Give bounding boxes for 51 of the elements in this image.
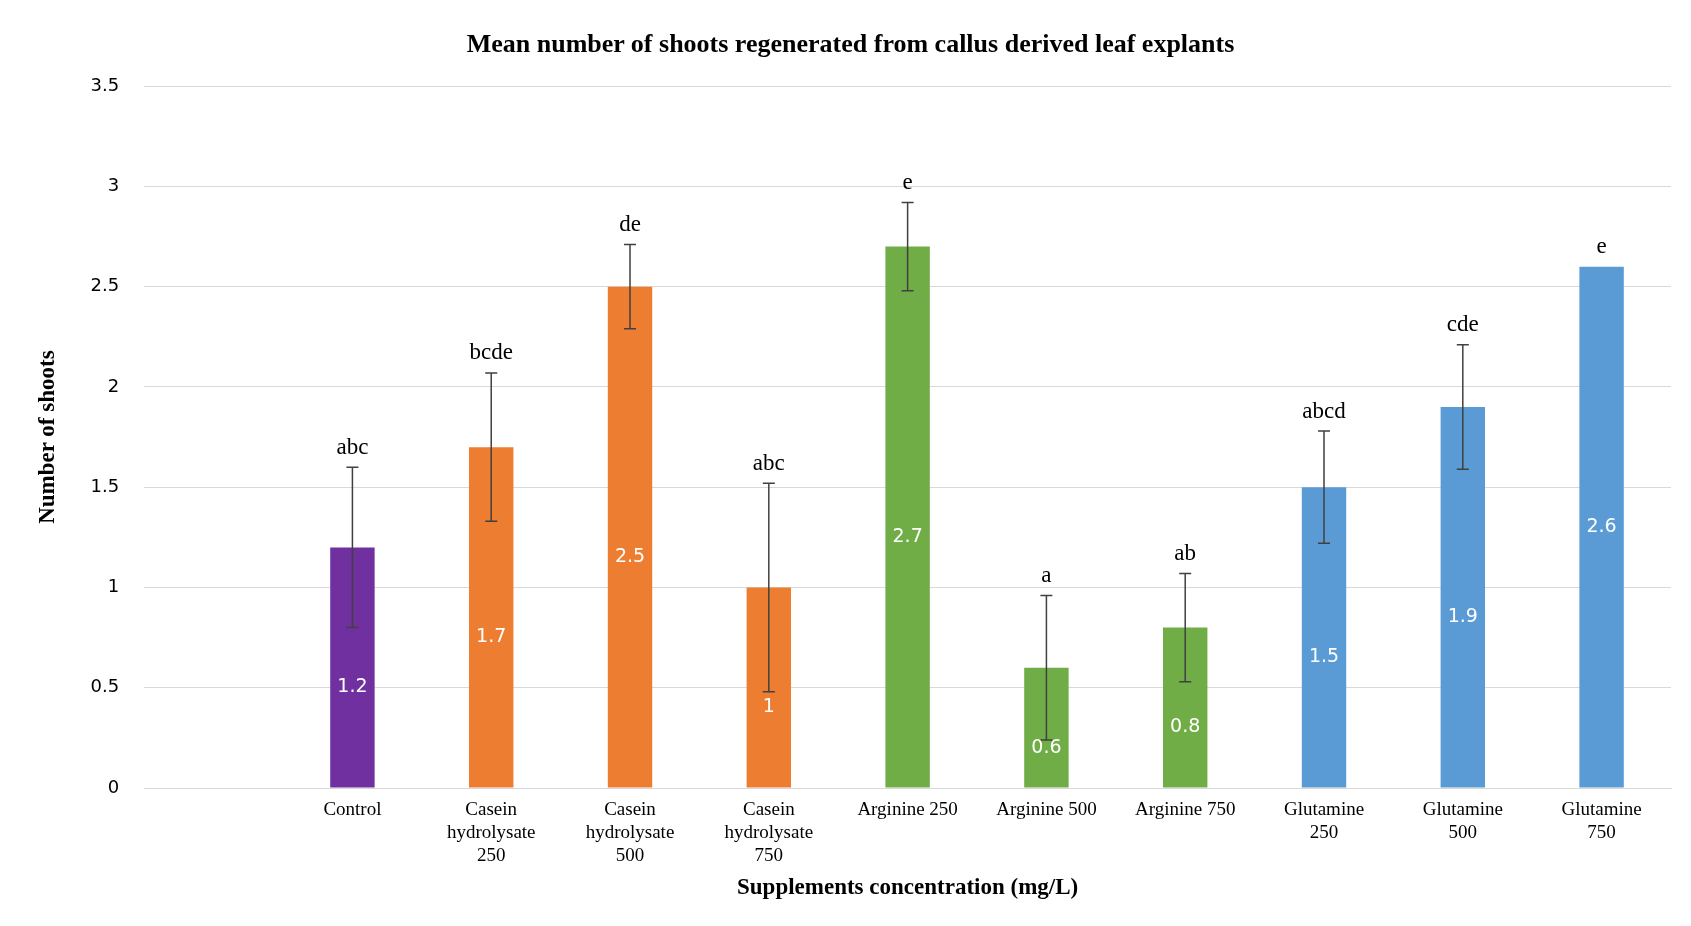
x-tick-label: Casein hydrolysate 500 xyxy=(585,798,675,865)
annotation: bcde xyxy=(469,339,513,365)
bar xyxy=(885,246,930,788)
bar xyxy=(746,587,792,788)
x-tick-label: Arginine 500 xyxy=(996,798,1097,820)
data-label: 1 xyxy=(762,694,775,717)
bar xyxy=(607,286,653,788)
x-tick-label: Glutamine 250 xyxy=(1283,798,1365,843)
data-label: 1.5 xyxy=(1308,644,1340,667)
data-label: 1.7 xyxy=(476,624,507,647)
x-tick-label: Glutamine 750 xyxy=(1561,798,1642,843)
bar xyxy=(1301,487,1347,788)
data-label: 2.6 xyxy=(1586,514,1617,537)
bar xyxy=(469,447,514,788)
annotation: abcd xyxy=(1302,397,1347,423)
y-tick-label: 0 xyxy=(107,775,120,797)
bar xyxy=(1024,667,1069,788)
annotation: e xyxy=(1596,233,1607,259)
y-tick-label: 0.5 xyxy=(90,675,120,697)
bar xyxy=(330,547,375,788)
annotation: cde xyxy=(1446,311,1479,337)
y-tick-label: 1 xyxy=(107,575,120,597)
annotation: de xyxy=(619,211,641,237)
x-tick-label: Control xyxy=(323,798,382,820)
annotation: e xyxy=(902,169,913,195)
x-axis-title: Supplements concentration (mg/L) xyxy=(737,874,1079,900)
annotation: abc xyxy=(752,449,785,475)
bar xyxy=(1579,266,1624,788)
data-label: 1.9 xyxy=(1447,604,1478,627)
y-tick-label: 1.5 xyxy=(90,474,120,496)
data-label: 1.2 xyxy=(337,674,368,697)
x-tick-label: Casein hydrolysate 750 xyxy=(724,798,814,865)
data-label: 2.5 xyxy=(614,544,646,567)
bar xyxy=(1440,407,1486,788)
data-label: 0.8 xyxy=(1170,714,1201,737)
x-tick-label: Arginine 750 xyxy=(1134,798,1236,820)
y-tick-label: 3 xyxy=(107,174,120,196)
x-tick-label: Glutamine 500 xyxy=(1422,798,1503,843)
annotation: abc xyxy=(336,433,369,459)
data-label: 2.7 xyxy=(892,523,923,546)
annotation: a xyxy=(1041,562,1052,588)
y-tick-label: 3.5 xyxy=(90,73,120,95)
bar xyxy=(1163,627,1208,788)
x-tick-label: Arginine 250 xyxy=(857,798,958,820)
x-tick-label: Casein hydrolysate 250 xyxy=(446,798,536,865)
data-label: 0.6 xyxy=(1031,734,1062,757)
annotation: ab xyxy=(1174,540,1197,565)
y-axis-title: Number of shoots xyxy=(33,350,59,524)
y-tick-label: 2.5 xyxy=(90,274,120,296)
y-tick-label: 2 xyxy=(107,374,120,396)
chart-title: Mean number of shoots regenerated from callus derived leaf explants xyxy=(466,29,1235,59)
